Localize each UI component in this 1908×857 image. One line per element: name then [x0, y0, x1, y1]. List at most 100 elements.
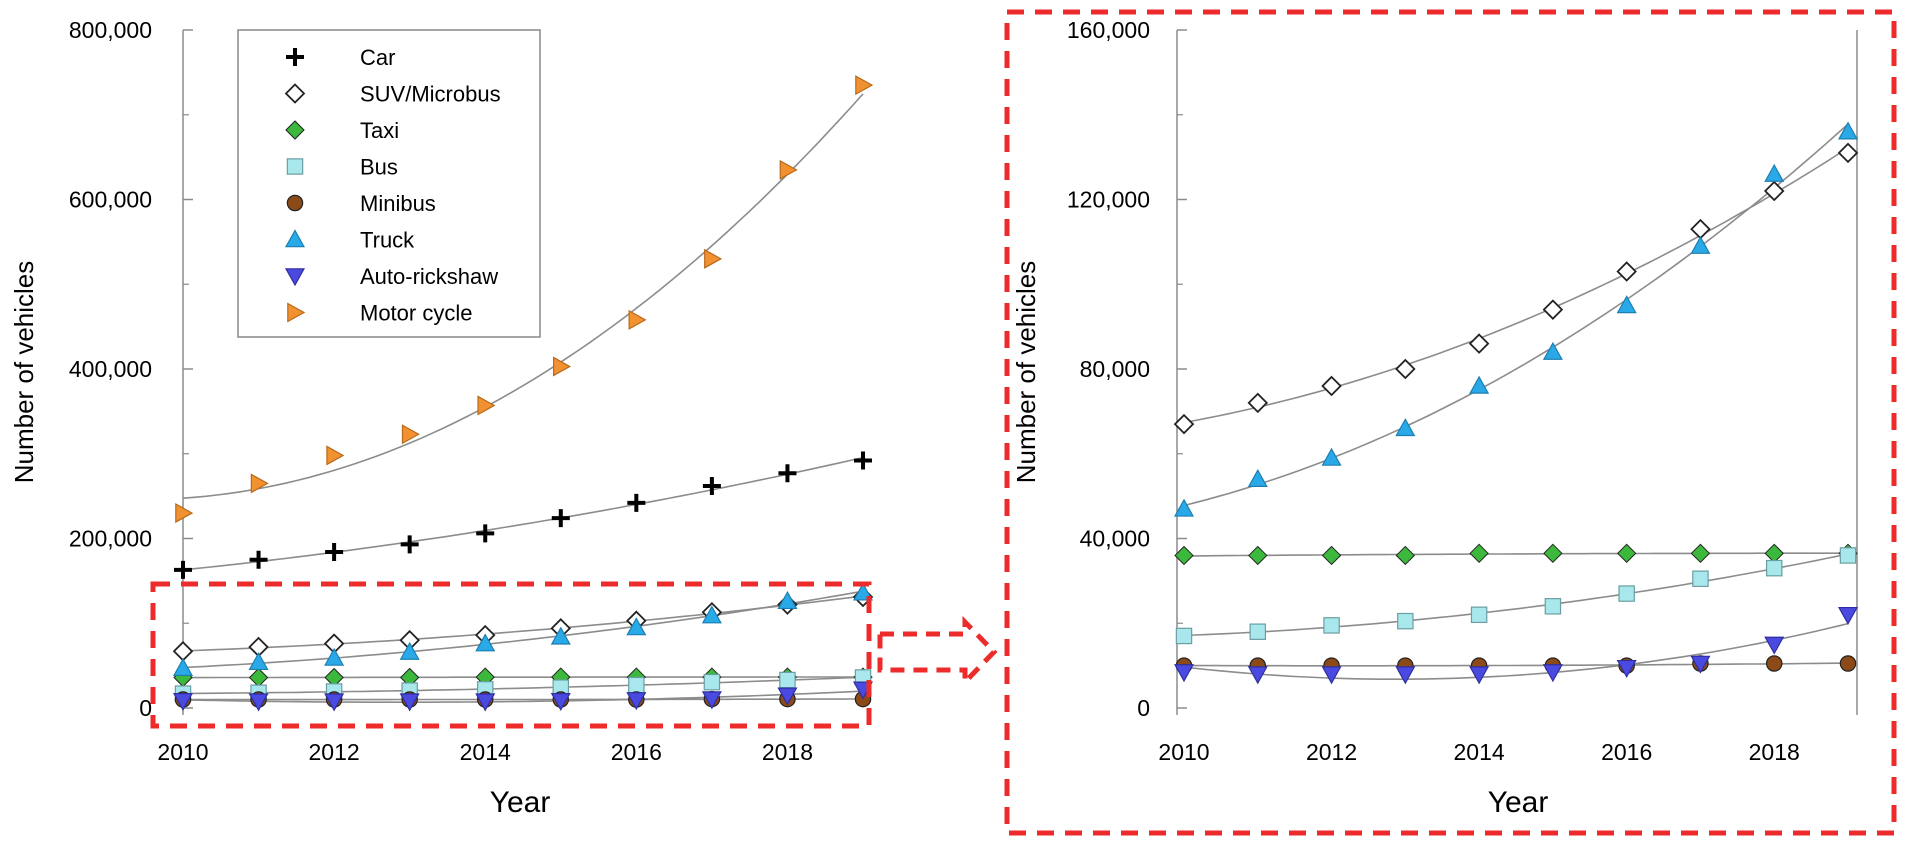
point-bus — [1544, 598, 1562, 615]
point-truck — [701, 605, 722, 624]
point-auto-rickshaw — [1764, 636, 1785, 655]
point-auto-rickshaw — [626, 692, 647, 711]
point-car — [476, 524, 495, 543]
x-tick-label: 2012 — [1306, 739, 1357, 765]
triangle-right-icon — [287, 302, 306, 323]
trendline-motor-cycle — [182, 93, 864, 499]
x-tick-label: 2018 — [1749, 739, 1800, 765]
point-suv-microbus — [1763, 180, 1785, 202]
point-auto-rickshaw — [399, 693, 420, 712]
y-tick-label: 200,000 — [69, 526, 152, 552]
trendline-bus — [1183, 553, 1849, 637]
trendline-taxi — [1183, 552, 1848, 557]
point-bus — [1765, 559, 1783, 577]
point-suv-microbus — [172, 640, 194, 662]
legend-label: Taxi — [360, 118, 399, 143]
point-truck — [172, 657, 194, 676]
legend-label: SUV/Microbus — [360, 82, 501, 107]
point-car — [325, 543, 344, 562]
point-auto-rickshaw — [550, 692, 571, 712]
y-tick-label: 40,000 — [1080, 526, 1150, 552]
point-truck — [550, 626, 571, 645]
point-motor-cycle — [175, 503, 194, 524]
point-bus — [1692, 570, 1709, 588]
point-suv-microbus — [1690, 218, 1711, 240]
point-auto-rickshaw — [777, 687, 798, 706]
point-suv-microbus — [1321, 375, 1342, 397]
point-taxi — [1174, 545, 1194, 566]
x-tick-label: 2010 — [157, 739, 208, 765]
legend-label: Bus — [360, 155, 398, 180]
y-tick-label: 0 — [139, 695, 152, 721]
point-bus — [1618, 585, 1635, 602]
point-suv-microbus — [1173, 413, 1195, 435]
point-motor-cycle — [326, 445, 345, 466]
point-car — [778, 464, 797, 483]
x-tick-label: 2012 — [309, 739, 360, 765]
point-taxi — [248, 667, 269, 688]
x-tick-label: 2010 — [1158, 739, 1209, 765]
triangle-down-icon — [284, 268, 306, 287]
overview-x-axis: 2010 2012 2014 2016 2018 — [157, 739, 813, 765]
point-taxi — [1469, 543, 1489, 564]
x-tick-label: 2014 — [460, 739, 511, 765]
point-suv-microbus — [1542, 299, 1564, 320]
point-auto-rickshaw — [701, 691, 722, 710]
point-auto-rickshaw — [475, 693, 496, 712]
point-bus — [1470, 606, 1488, 624]
legend-entry-truck: Truck — [284, 228, 415, 253]
y-tick-label: 0 — [1137, 695, 1150, 721]
x-tick-label: 2018 — [762, 739, 813, 765]
point-truck — [248, 651, 269, 671]
point-bus — [1175, 627, 1193, 645]
zoom-region-box — [150, 581, 872, 729]
overview-trendlines — [182, 93, 864, 703]
zoomed-x-axis: 2010 2012 2014 2016 2018 — [1158, 739, 1799, 765]
point-auto-rickshaw — [1321, 666, 1342, 685]
point-truck — [1321, 447, 1342, 466]
point-taxi — [1395, 545, 1416, 566]
point-auto-rickshaw — [1690, 655, 1711, 674]
point-car — [400, 535, 419, 554]
point-auto-rickshaw — [1173, 664, 1195, 683]
square-icon — [286, 158, 304, 175]
trendline-bus — [182, 676, 864, 695]
legend-entry-auto-rickshaw: Auto-rickshaw — [284, 264, 498, 289]
point-suv-microbus — [1616, 261, 1637, 282]
point-taxi — [1616, 543, 1637, 564]
point-auto-rickshaw — [1469, 666, 1490, 685]
legend-entry-car: Car — [286, 45, 395, 70]
trendline-car — [182, 456, 864, 571]
plus-icon — [286, 48, 304, 66]
trendline-suv-microbus — [182, 595, 864, 652]
point-truck — [1764, 163, 1785, 182]
trendline-minibus — [1183, 662, 1849, 667]
point-truck — [852, 582, 874, 601]
point-car — [249, 550, 268, 569]
overview-y-axis: 0 200,000 400,000 600,000 800,000 — [69, 17, 193, 721]
point-auto-rickshaw — [1542, 664, 1563, 683]
y-tick-label: 120,000 — [1067, 187, 1150, 213]
legend: Car SUV/Microbus Taxi Bus Minibus Truck Auto-r… — [237, 29, 541, 338]
y-tick-label: 600,000 — [69, 187, 152, 213]
point-taxi — [1543, 543, 1563, 564]
point-truck — [1395, 418, 1416, 437]
legend-label: Truck — [360, 228, 415, 253]
y-tick-label: 800,000 — [69, 17, 152, 43]
point-truck — [1173, 498, 1195, 517]
point-truck — [1542, 341, 1563, 360]
point-truck — [1690, 235, 1711, 254]
filled-diamond-icon — [285, 120, 305, 140]
overview-x-axis-title: Year — [490, 786, 551, 819]
legend-label: Auto-rickshaw — [360, 264, 498, 289]
legend-entry-suv-microbus: SUV/Microbus — [284, 82, 501, 107]
point-truck — [1469, 375, 1490, 394]
trendline-auto-rickshaw — [1183, 622, 1849, 680]
zoomed-trendlines — [1183, 123, 1849, 680]
triangle-up-icon — [284, 229, 306, 248]
zoomed-chart: 0 40,000 80,000 120,000 160,000 2010 2012 2014… — [1004, 9, 1897, 836]
point-suv-microbus — [1468, 333, 1490, 354]
point-suv-microbus — [1247, 392, 1269, 414]
point-car — [174, 560, 192, 579]
